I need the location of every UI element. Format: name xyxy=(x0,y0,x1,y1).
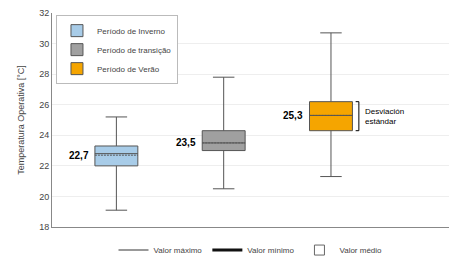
svg-text:Período de Verão: Período de Verão xyxy=(97,65,160,74)
svg-text:Temperatura Operativa [°C]: Temperatura Operativa [°C] xyxy=(16,65,26,175)
svg-text:24: 24 xyxy=(39,130,49,140)
svg-text:Valor médio: Valor médio xyxy=(339,246,382,255)
svg-text:Período de Inverno: Período de Inverno xyxy=(97,27,166,36)
svg-text:22,7: 22,7 xyxy=(69,150,89,161)
svg-text:30: 30 xyxy=(39,39,49,49)
svg-text:Período de transição: Período de transição xyxy=(97,46,171,55)
svg-text:22: 22 xyxy=(39,161,49,171)
svg-text:20: 20 xyxy=(39,192,49,202)
svg-text:Valor mínimo: Valor mínimo xyxy=(247,246,294,255)
svg-text:26: 26 xyxy=(39,100,49,110)
svg-text:Valor máximo: Valor máximo xyxy=(154,246,203,255)
svg-text:18: 18 xyxy=(39,222,49,232)
svg-text:28: 28 xyxy=(39,69,49,79)
svg-text:23,5: 23,5 xyxy=(176,137,196,148)
svg-text:Desviaciónestándar: Desviaciónestándar xyxy=(365,107,404,126)
svg-text:25,3: 25,3 xyxy=(283,110,303,121)
svg-text:32: 32 xyxy=(39,8,49,18)
